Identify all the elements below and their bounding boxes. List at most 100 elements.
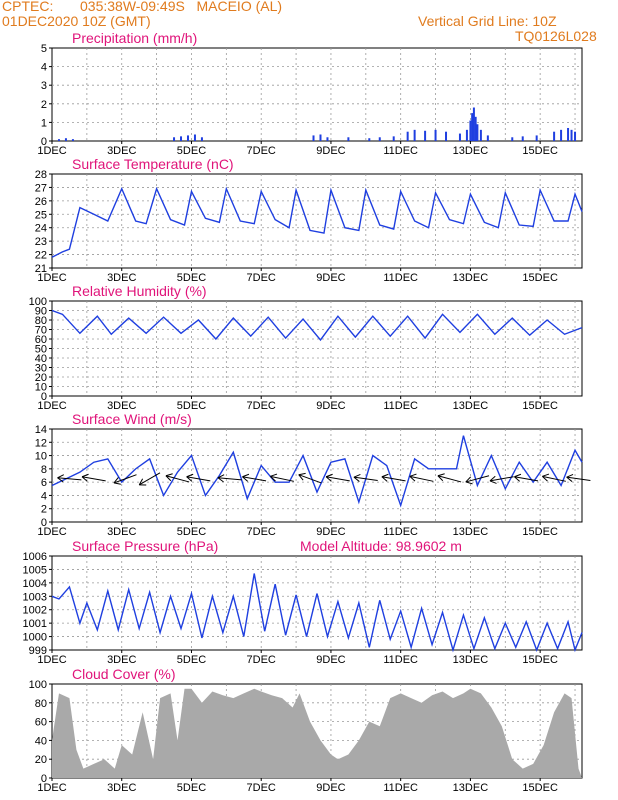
y-tick-label: 23 <box>35 236 47 248</box>
y-tick-label: 999 <box>29 645 47 657</box>
y-tick-label: 80 <box>35 315 47 327</box>
panel-frame <box>51 173 583 269</box>
wind-arrow <box>186 476 211 482</box>
precip-bar <box>71 139 74 141</box>
wind-arrow-head <box>186 473 194 478</box>
wind-arrow-head <box>325 476 332 482</box>
wind-arrow <box>113 474 137 484</box>
y-tick-label: 40 <box>35 735 47 747</box>
chart-header: CPTEC: 035:38W-09:49S MACEIO (AL) 01DEC2… <box>0 0 618 48</box>
precip-bar <box>469 120 472 141</box>
x-tick-label: 3DEC <box>107 526 136 538</box>
y-tick-label: 28 <box>35 169 47 181</box>
panel-title: Precipitation (mm/h) <box>72 30 197 46</box>
precip-bar <box>347 137 350 141</box>
y-tick-label: 2 <box>41 504 47 516</box>
wind-arrow <box>217 477 242 481</box>
wind-arrow-head <box>217 474 225 479</box>
y-tick-label: 4 <box>41 62 47 74</box>
wind-arrow-head <box>514 473 522 478</box>
x-tick-label: 11DEC <box>383 782 418 794</box>
precip-bar <box>574 131 577 141</box>
y-tick-label: 0 <box>41 517 47 529</box>
y-tick-label: 100 <box>29 679 47 691</box>
precip-bar <box>180 136 183 141</box>
x-tick-label: 13DEC <box>453 145 489 157</box>
precip-bar <box>486 135 489 141</box>
wind-arrow-head <box>489 480 497 484</box>
series-line <box>51 309 583 342</box>
wind-arrow <box>514 476 539 482</box>
x-tick-label: 1DEC <box>37 272 66 284</box>
wind-arrow <box>542 475 566 482</box>
wind-arrow <box>489 476 514 482</box>
precip-bar <box>424 130 427 141</box>
x-tick-label: 5DEC <box>177 400 206 412</box>
x-tick-label: 11DEC <box>383 526 418 538</box>
panel-annotation: Model Altitude: 98.9602 m <box>300 538 462 554</box>
panel-title: Surface Pressure (hPa) <box>72 538 218 554</box>
precip-bar <box>319 134 322 141</box>
y-tick-label: 1000 <box>23 632 47 644</box>
x-tick-label: 13DEC <box>453 400 489 412</box>
panel-title: Surface Wind (m/s) <box>72 411 192 427</box>
x-tick-label: 13DEC <box>453 272 489 284</box>
x-tick-label: 13DEC <box>453 654 489 666</box>
y-tick-label: 26 <box>35 196 47 208</box>
series-line <box>51 186 583 258</box>
wind-arrow-head <box>298 472 306 476</box>
precip-bar <box>406 131 409 141</box>
y-tick-label: 1002 <box>23 605 47 617</box>
wind-arrow-head <box>186 476 193 482</box>
x-tick-label: 9DEC <box>316 272 345 284</box>
wind-arrow <box>298 474 322 484</box>
precip-bar <box>567 127 570 141</box>
x-tick-label: 5DEC <box>177 782 206 794</box>
header-location: 035:38W-09:49S MACEIO (AL) <box>80 0 283 14</box>
x-tick-label: 9DEC <box>316 400 345 412</box>
x-tick-label: 15DEC <box>522 782 558 794</box>
wind-arrow-head <box>566 473 574 478</box>
x-tick-label: 3DEC <box>107 145 136 157</box>
wind-arrow-head <box>381 473 389 478</box>
header-source: CPTEC: <box>2 0 54 14</box>
precip-bar <box>535 135 538 141</box>
y-tick-label: 12 <box>35 437 47 449</box>
precip-bar <box>471 113 474 141</box>
x-tick-label: 7DEC <box>247 400 276 412</box>
x-tick-label: 1DEC <box>37 145 66 157</box>
x-tick-label: 5DEC <box>177 145 206 157</box>
y-tick-label: 70 <box>35 325 47 337</box>
wind-arrow-head <box>81 476 88 482</box>
wind-arrow-head <box>81 473 89 478</box>
x-tick-label: 5DEC <box>177 272 206 284</box>
y-tick-label: 30 <box>35 363 47 375</box>
y-tick-label: 0 <box>41 773 47 785</box>
x-tick-label: 9DEC <box>316 145 345 157</box>
wind-arrow-head <box>353 476 360 482</box>
x-tick-label: 11DEC <box>383 272 418 284</box>
y-tick-label: 100 <box>29 296 47 308</box>
y-tick-label: 8 <box>41 464 47 476</box>
precip-bar <box>57 139 60 141</box>
series-line <box>51 435 583 508</box>
wind-arrow <box>326 476 350 482</box>
x-tick-label: 11DEC <box>383 400 418 412</box>
y-tick-label: 50 <box>35 344 47 356</box>
precip-bar <box>553 131 556 141</box>
wind-arrow-head <box>437 475 444 482</box>
precip-bar <box>200 137 203 141</box>
y-tick-label: 24 <box>35 223 47 235</box>
x-tick-label: 15DEC <box>522 145 558 157</box>
wind-arrow-head <box>298 474 304 481</box>
wind-arrow-head <box>270 473 278 477</box>
precip-bar <box>64 138 67 141</box>
panel-title: Cloud Cover (%) <box>72 666 175 682</box>
x-tick-label: 9DEC <box>316 526 345 538</box>
y-tick-label: 10 <box>35 451 47 463</box>
y-tick-label: 22 <box>35 250 47 262</box>
wind-arrow-head <box>353 473 361 478</box>
wind-arrow <box>242 476 267 482</box>
y-tick-label: 4 <box>41 490 47 502</box>
x-tick-label: 5DEC <box>177 654 206 666</box>
